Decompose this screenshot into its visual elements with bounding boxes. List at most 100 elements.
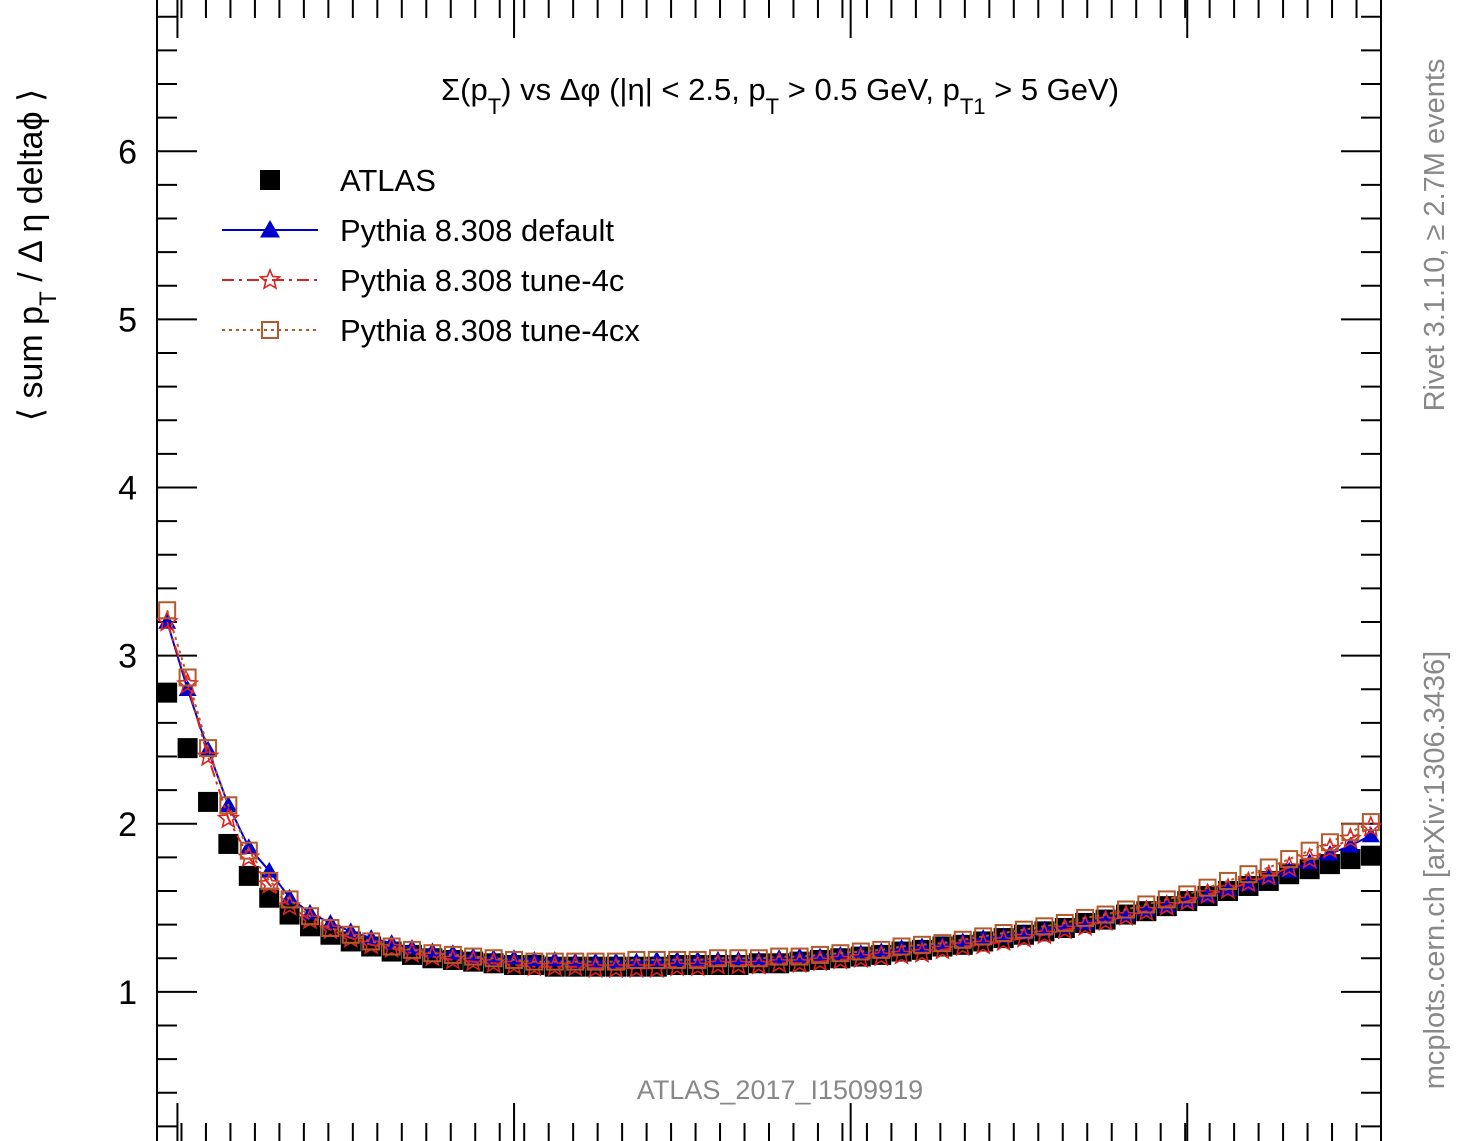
data-point (301, 907, 319, 926)
y-tick-label: 3 (118, 638, 137, 676)
axis-ticks-layer: 1 2 3 4 5 6 (118, 0, 1381, 1141)
y-tick-label: 5 (118, 301, 137, 339)
y-axis-label: ⟨ sum pT / Δ η deltaϕ ⟩ (12, 89, 62, 421)
data-point (219, 796, 238, 815)
data-point (831, 944, 850, 963)
data-point (341, 925, 360, 944)
data-point (647, 950, 666, 969)
data-point (1259, 858, 1278, 877)
data-point (402, 940, 421, 959)
data-point (484, 949, 503, 968)
data-point (423, 944, 442, 963)
plot-frame-layer (156, 0, 1382, 1141)
data-point (811, 945, 830, 964)
data-point (1359, 815, 1383, 837)
data-point (851, 944, 870, 960)
data-point (607, 952, 625, 971)
data-point (484, 949, 503, 966)
data-point (933, 935, 952, 952)
data-point (953, 930, 972, 949)
legend-label: ATLAS (340, 163, 436, 198)
data-point (178, 668, 197, 687)
legend-item-0: ATLAS (260, 163, 436, 198)
series-line (166, 610, 1372, 963)
data-point (157, 682, 178, 703)
data-point (1178, 885, 1197, 904)
y-tick-label: 6 (118, 133, 137, 171)
data-point (1320, 833, 1339, 852)
text-run: > 5 GeV) (986, 72, 1120, 107)
y-tick-label: 2 (118, 806, 137, 844)
data-point (1137, 895, 1156, 914)
data-point (1076, 908, 1095, 927)
data-point (382, 937, 401, 956)
text-run: / Δ η deltaϕ ⟩ (12, 89, 50, 291)
text-run: Σ(p (441, 72, 488, 107)
data-point (1014, 920, 1033, 939)
legend-label: Pythia 8.308 default (340, 213, 614, 248)
data-point (362, 932, 381, 951)
y-tick-label: 4 (118, 470, 137, 508)
data-point (1117, 900, 1136, 919)
data-point (239, 841, 258, 860)
data-point (198, 791, 219, 812)
subscript: T (35, 291, 62, 306)
data-point (261, 321, 279, 339)
data-point (158, 601, 177, 620)
data-point (1341, 836, 1360, 853)
series-3 (158, 601, 1380, 971)
legend-item-2: Pythia 8.308 tune-4c (222, 263, 624, 298)
data-point (851, 942, 870, 961)
data-point (199, 739, 218, 758)
data-point (749, 949, 768, 968)
data-point (892, 937, 911, 956)
legend-item-1: Pythia 8.308 default (222, 213, 614, 248)
series-line (166, 621, 1372, 970)
data-point (1157, 890, 1176, 909)
data-point (1096, 905, 1115, 924)
series-0 (157, 682, 1381, 977)
data-point (177, 738, 198, 759)
data-point (505, 950, 524, 969)
data-point (1035, 920, 1054, 937)
legend-label: Pythia 8.308 tune-4c (340, 263, 624, 298)
data-point (708, 949, 727, 968)
data-point (216, 806, 240, 829)
data-point (1300, 841, 1319, 860)
data-point (627, 950, 646, 969)
data-point (994, 924, 1013, 943)
text-run: > 0.5 GeV, p (779, 72, 960, 107)
analysis-label: ATLAS_2017_I1509919 (637, 1075, 923, 1105)
series-1 (158, 613, 1380, 969)
data-point (688, 950, 707, 969)
data-point (1198, 878, 1217, 897)
data-point (1239, 865, 1258, 884)
legend: ATLAS Pythia 8.308 default Pythia 8.308 tu… (222, 163, 640, 348)
data-point (790, 947, 809, 966)
data-point (933, 934, 952, 953)
data-point (1361, 826, 1380, 843)
data-point (566, 952, 585, 971)
data-point (729, 949, 748, 968)
data-point (1340, 849, 1361, 870)
data-point (1300, 853, 1319, 870)
data-point (1055, 913, 1074, 932)
data-point (199, 740, 218, 757)
subscript: T (766, 94, 779, 119)
data-point (321, 919, 340, 937)
data-point (464, 947, 483, 966)
subscript: T1 (960, 94, 986, 119)
data-point (708, 950, 727, 967)
data-point (1014, 924, 1033, 940)
data-point (1280, 850, 1299, 869)
data-point (974, 927, 993, 946)
legend-item-3: Pythia 8.308 tune-4cx (222, 313, 640, 348)
data-point (1341, 823, 1360, 842)
plot-frame (156, 0, 1382, 1141)
y-tick-label: 1 (118, 974, 137, 1012)
data-point (260, 170, 280, 190)
data-point (953, 932, 972, 949)
data-point (218, 833, 239, 854)
data-point (872, 940, 891, 959)
data-point (566, 952, 585, 969)
